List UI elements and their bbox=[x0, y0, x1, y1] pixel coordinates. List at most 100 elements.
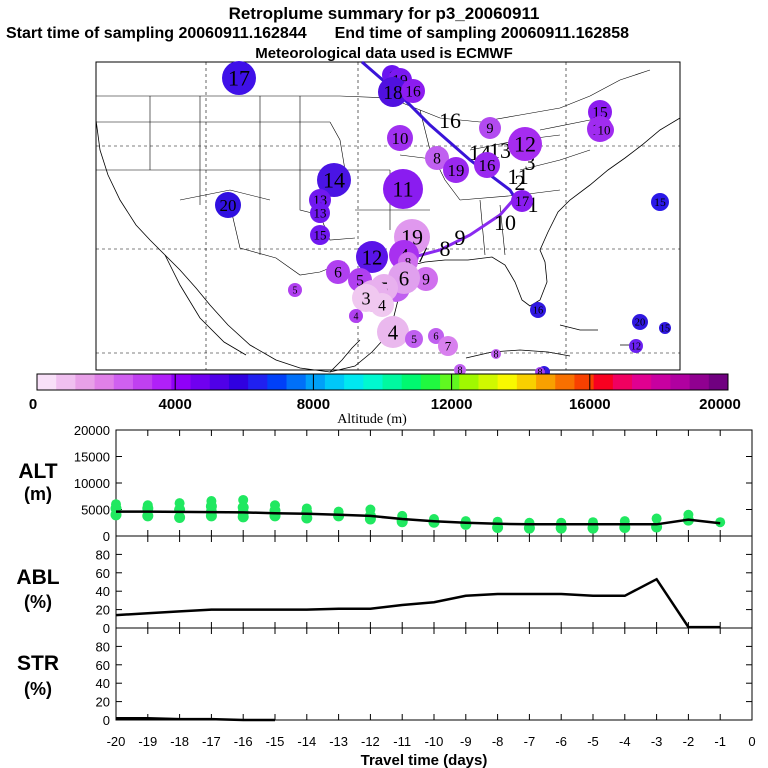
plume-point-label: 14 bbox=[323, 168, 345, 193]
str-ytick-label: 20 bbox=[96, 695, 110, 710]
plume-point-label: 7 bbox=[445, 339, 452, 354]
colorbar-swatch bbox=[497, 374, 518, 390]
plume-point-label: 11 bbox=[392, 177, 413, 202]
plume-point-label: 8 bbox=[494, 350, 499, 361]
map-graticule bbox=[96, 62, 680, 370]
plume-point bbox=[288, 283, 302, 297]
colorbar-swatch bbox=[324, 374, 345, 390]
plume-point-label: 4 bbox=[354, 312, 359, 323]
abl-ytick-label: 60 bbox=[96, 566, 110, 581]
plume-point bbox=[317, 163, 351, 197]
x-axis-title: Travel time (days) bbox=[361, 752, 488, 768]
alt-ytick-label: 20000 bbox=[74, 423, 110, 438]
start-time-label: Start time of sampling 20060911.162844 bbox=[6, 25, 307, 42]
colorbar-swatch bbox=[56, 374, 76, 390]
plume-point-label: 20 bbox=[220, 196, 237, 215]
plume-point bbox=[387, 125, 413, 151]
plume-point bbox=[414, 267, 438, 291]
plume-point bbox=[474, 152, 500, 178]
panel-labels: ALT (m) ABL (%) STR (%) Travel time (day… bbox=[16, 412, 487, 768]
alt-scatter-point bbox=[238, 494, 249, 505]
x-tick-label: -11 bbox=[393, 734, 411, 749]
colorbar-swatch bbox=[401, 374, 422, 390]
plume-point bbox=[425, 146, 449, 170]
x-tick-label: -4 bbox=[619, 734, 631, 749]
plume-point-label: 9 bbox=[486, 121, 493, 137]
plume-point-label: 5 bbox=[411, 333, 417, 346]
colorbar-swatch bbox=[171, 374, 191, 390]
x-tick-label: -2 bbox=[683, 734, 695, 749]
str-panel-label: STR bbox=[17, 652, 59, 675]
plume-point bbox=[530, 302, 546, 318]
colorbar-swatch bbox=[593, 374, 614, 390]
x-tick-label: -1 bbox=[714, 734, 726, 749]
alt-series-line bbox=[116, 510, 721, 526]
colorbar-swatch bbox=[344, 374, 364, 390]
colorbar-swatch bbox=[94, 374, 115, 390]
track-label: 11 bbox=[507, 164, 528, 189]
colorbar-swatch bbox=[555, 374, 575, 390]
plume-point bbox=[377, 316, 409, 348]
colorbar-swatch bbox=[152, 374, 172, 390]
x-tick-label: -12 bbox=[361, 734, 380, 749]
plume-point bbox=[370, 293, 394, 317]
abl-panel-unit: (%) bbox=[24, 592, 52, 612]
alt-panel-unit: (m) bbox=[24, 484, 52, 504]
plume-point-label: 8 bbox=[405, 255, 412, 270]
track-label: 7 bbox=[417, 242, 428, 267]
alt-ytick-label: 5000 bbox=[81, 503, 110, 518]
x-tick-label: -20 bbox=[107, 734, 126, 749]
plume-point-label: 4 bbox=[378, 297, 386, 314]
str-frame bbox=[115, 627, 753, 721]
alt-scatter-point bbox=[651, 513, 662, 524]
colorbar-tick-label: 8000 bbox=[297, 396, 330, 413]
plume-point bbox=[454, 364, 466, 376]
plume-point bbox=[401, 79, 425, 103]
plume-point bbox=[310, 225, 330, 245]
alt-ytick-label: 15000 bbox=[74, 450, 110, 465]
colorbar-frame bbox=[36, 373, 729, 391]
plume-point bbox=[349, 309, 363, 323]
plume-point-label: 16 bbox=[479, 156, 496, 175]
plume-point-label: 6 bbox=[433, 332, 438, 343]
abl-frame bbox=[115, 535, 753, 629]
plume-point-label: 3 bbox=[361, 288, 370, 308]
x-tick-label: 0 bbox=[748, 734, 755, 749]
colorbar-swatch bbox=[248, 374, 268, 390]
alt-scatter-point bbox=[301, 512, 313, 524]
colorbar-swatch bbox=[651, 374, 671, 390]
plume-point bbox=[479, 117, 501, 139]
plume-point-label: 15 bbox=[314, 228, 327, 243]
track-segment-south bbox=[409, 197, 517, 260]
met-data-label: Meteorological data used is ECMWF bbox=[255, 45, 513, 62]
plume-point bbox=[508, 127, 542, 161]
x-tick-label: -13 bbox=[329, 734, 348, 749]
x-tick-label: -17 bbox=[202, 734, 221, 749]
plume-point-label: 12 bbox=[631, 342, 641, 353]
abl-series-line bbox=[115, 577, 721, 629]
plume-point-label: 12 bbox=[514, 132, 536, 157]
plume-point bbox=[651, 193, 669, 211]
x-tick-label: -5 bbox=[587, 734, 599, 749]
plume-point-label: 13 bbox=[314, 206, 327, 221]
colorbar-tick-label: 0 bbox=[29, 396, 37, 413]
track-label: 16 bbox=[439, 108, 461, 133]
plume-point-label: 16 bbox=[405, 83, 421, 100]
plume-point-label: 15 bbox=[654, 196, 666, 209]
colorbar-swatch bbox=[574, 374, 595, 390]
track-label: 10 bbox=[494, 210, 516, 235]
str-ytick-label: 60 bbox=[96, 658, 110, 673]
plume-point-label: 15 bbox=[660, 324, 670, 335]
plume-point-label: 5 bbox=[356, 272, 364, 289]
colorbar-swatch bbox=[228, 374, 249, 390]
plume-point bbox=[594, 120, 614, 140]
colorbar-swatch bbox=[689, 374, 710, 390]
colorbar-swatch bbox=[420, 374, 441, 390]
x-tick-label: -7 bbox=[524, 734, 536, 749]
x-tick-label: -16 bbox=[234, 734, 253, 749]
colorbar-swatch bbox=[209, 374, 230, 390]
figure-title: Retroplume summary for p3_20060911 bbox=[228, 4, 540, 23]
colorbar-tick-label: 4000 bbox=[159, 396, 192, 413]
abl-ytick-label: 20 bbox=[96, 603, 110, 618]
